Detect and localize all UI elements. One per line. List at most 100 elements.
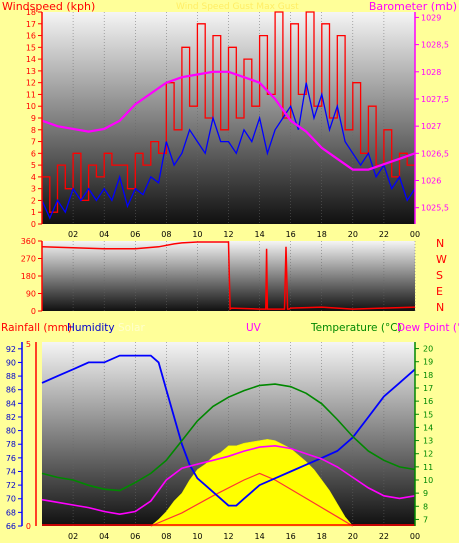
wind-xtick-label: 06	[130, 230, 140, 239]
temp-tick-label: 18	[423, 371, 433, 380]
climate-xtick-label: 06	[130, 532, 140, 541]
temp-tick-label: 15	[423, 410, 433, 419]
humidity-tick-label: 68	[6, 508, 16, 517]
wind-ytick-label: 4	[31, 173, 36, 182]
climate-axes: 02 04 06 08 10 12 14 16 18 20 22 000566687072747678…	[6, 340, 433, 541]
wind-ytick-label: 17	[26, 20, 36, 29]
humidity-tick-label: 90	[6, 358, 16, 367]
humidity-tick-label: 84	[6, 399, 16, 408]
climate-xtick-label: 04	[99, 532, 109, 541]
baro-ytick-label: 1029	[421, 13, 441, 22]
baro-ytick-label: 1026,5	[421, 149, 449, 158]
wind-xtick-label: 18	[317, 230, 327, 239]
wind-ytick-label: 5	[31, 161, 36, 170]
wind-ytick-label: 8	[31, 126, 36, 135]
direction-compass-label: N	[436, 237, 444, 250]
direction-compass-label: E	[436, 285, 443, 298]
climate-xtick-label: 22	[379, 532, 389, 541]
climate-xtick-label: 20	[348, 532, 358, 541]
wind-series	[41, 11, 416, 220]
temp-tick-label: 8	[423, 502, 428, 511]
climate-series	[41, 354, 416, 527]
humidity-tick-label: 74	[6, 467, 16, 476]
wind-xtick-label: 14	[254, 230, 264, 239]
humidity-tick-label: 70	[6, 495, 16, 504]
wind-ytick-label: 16	[26, 32, 36, 41]
climate-xtick-label: 12	[223, 532, 233, 541]
baro-ytick-label: 1028,5	[421, 41, 449, 50]
wind-ytick-label: 14	[26, 55, 36, 64]
wind-ytick-label: 7	[31, 138, 36, 147]
direction-compass-label: W	[436, 253, 447, 266]
humidity-tick-label: 88	[6, 372, 16, 381]
wind-xtick-label: 02	[68, 230, 78, 239]
direction-compass-label: N	[436, 301, 444, 314]
temp-tick-label: 20	[423, 345, 433, 354]
temp-tick-label: 13	[423, 437, 433, 446]
solar-ylabel: Solar	[118, 322, 145, 334]
wind-legend-faint: Wind Speed Gust Max Gust	[176, 2, 299, 12]
wind-xtick-label: 22	[379, 230, 389, 239]
wind-series-line-0	[42, 11, 415, 213]
climate-xtick-label: 08	[161, 532, 171, 541]
direction-ytick-label: 90	[26, 290, 36, 299]
climate-xtick-label: 02	[68, 532, 78, 541]
temp-tick-label: 12	[423, 450, 433, 459]
humidity-tick-label: 78	[6, 440, 16, 449]
rain-tick-label: 0	[26, 522, 31, 531]
rain-tick-label: 5	[26, 340, 31, 349]
baro-ytick-label: 1026	[421, 177, 441, 186]
humidity-tick-label: 72	[6, 481, 16, 490]
direction-compass-label: S	[436, 269, 443, 282]
direction-ytick-label: 270	[21, 255, 36, 264]
wind-ytick-label: 0	[31, 220, 36, 229]
wind-xtick-label: 16	[286, 230, 296, 239]
temp-tick-label: 7	[423, 515, 428, 524]
humidity-tick-label: 92	[6, 345, 16, 354]
wind-xtick-label: 04	[99, 230, 109, 239]
rain-ylabel: Rainfall (mm)	[1, 322, 72, 334]
humidity-tick-label: 86	[6, 386, 16, 395]
wind-ylabel: Windspeed (kph)	[2, 0, 95, 13]
wind-xtick-label: 20	[348, 230, 358, 239]
direction-series	[41, 241, 416, 311]
humidity-tick-label: 82	[6, 413, 16, 422]
baro-ytick-label: 1028	[421, 68, 441, 77]
solar-area	[150, 439, 354, 527]
temp-ylabel: Temperature (°C)	[310, 322, 402, 334]
wind-ytick-label: 12	[26, 79, 36, 88]
dewpoint-ylabel: Dew Point (°C)	[397, 322, 459, 334]
humidity-ylabel: Humidity	[67, 322, 115, 334]
temp-tick-label: 19	[423, 358, 433, 367]
direction-ytick-label: 0	[31, 307, 36, 316]
humidity-tick-label: 80	[6, 427, 16, 436]
wind-ytick-label: 10	[26, 102, 36, 111]
baro-ytick-label: 1025,5	[421, 204, 449, 213]
humidity-line	[41, 354, 416, 507]
temp-tick-label: 16	[423, 397, 433, 406]
climate-xtick-label: 00	[410, 532, 420, 541]
climate-xtick-label: 16	[286, 532, 296, 541]
wind-xtick-label: 10	[192, 230, 202, 239]
wind-ytick-label: 13	[26, 67, 36, 76]
wind-ytick-label: 18	[26, 8, 36, 17]
temp-tick-label: 9	[423, 489, 428, 498]
climate-xtick-label: 14	[254, 532, 264, 541]
temp-tick-label: 10	[423, 476, 433, 485]
wind-ytick-label: 6	[31, 149, 36, 158]
direction-series-line	[41, 241, 416, 311]
baro-ylabel: Barometer (mb)	[369, 0, 457, 13]
temperature-line	[41, 383, 416, 492]
temp-tick-label: 17	[423, 384, 433, 393]
temp-tick-label: 11	[423, 463, 433, 472]
dewpoint-line	[41, 444, 416, 516]
uv-ylabel: UV	[246, 322, 262, 334]
direction-ytick-label: 180	[21, 272, 36, 281]
baro-ytick-label: 1027	[421, 122, 441, 131]
wind-series-line-1	[41, 82, 416, 220]
climate-xtick-label: 18	[317, 532, 327, 541]
wind-ytick-label: 15	[26, 43, 36, 52]
